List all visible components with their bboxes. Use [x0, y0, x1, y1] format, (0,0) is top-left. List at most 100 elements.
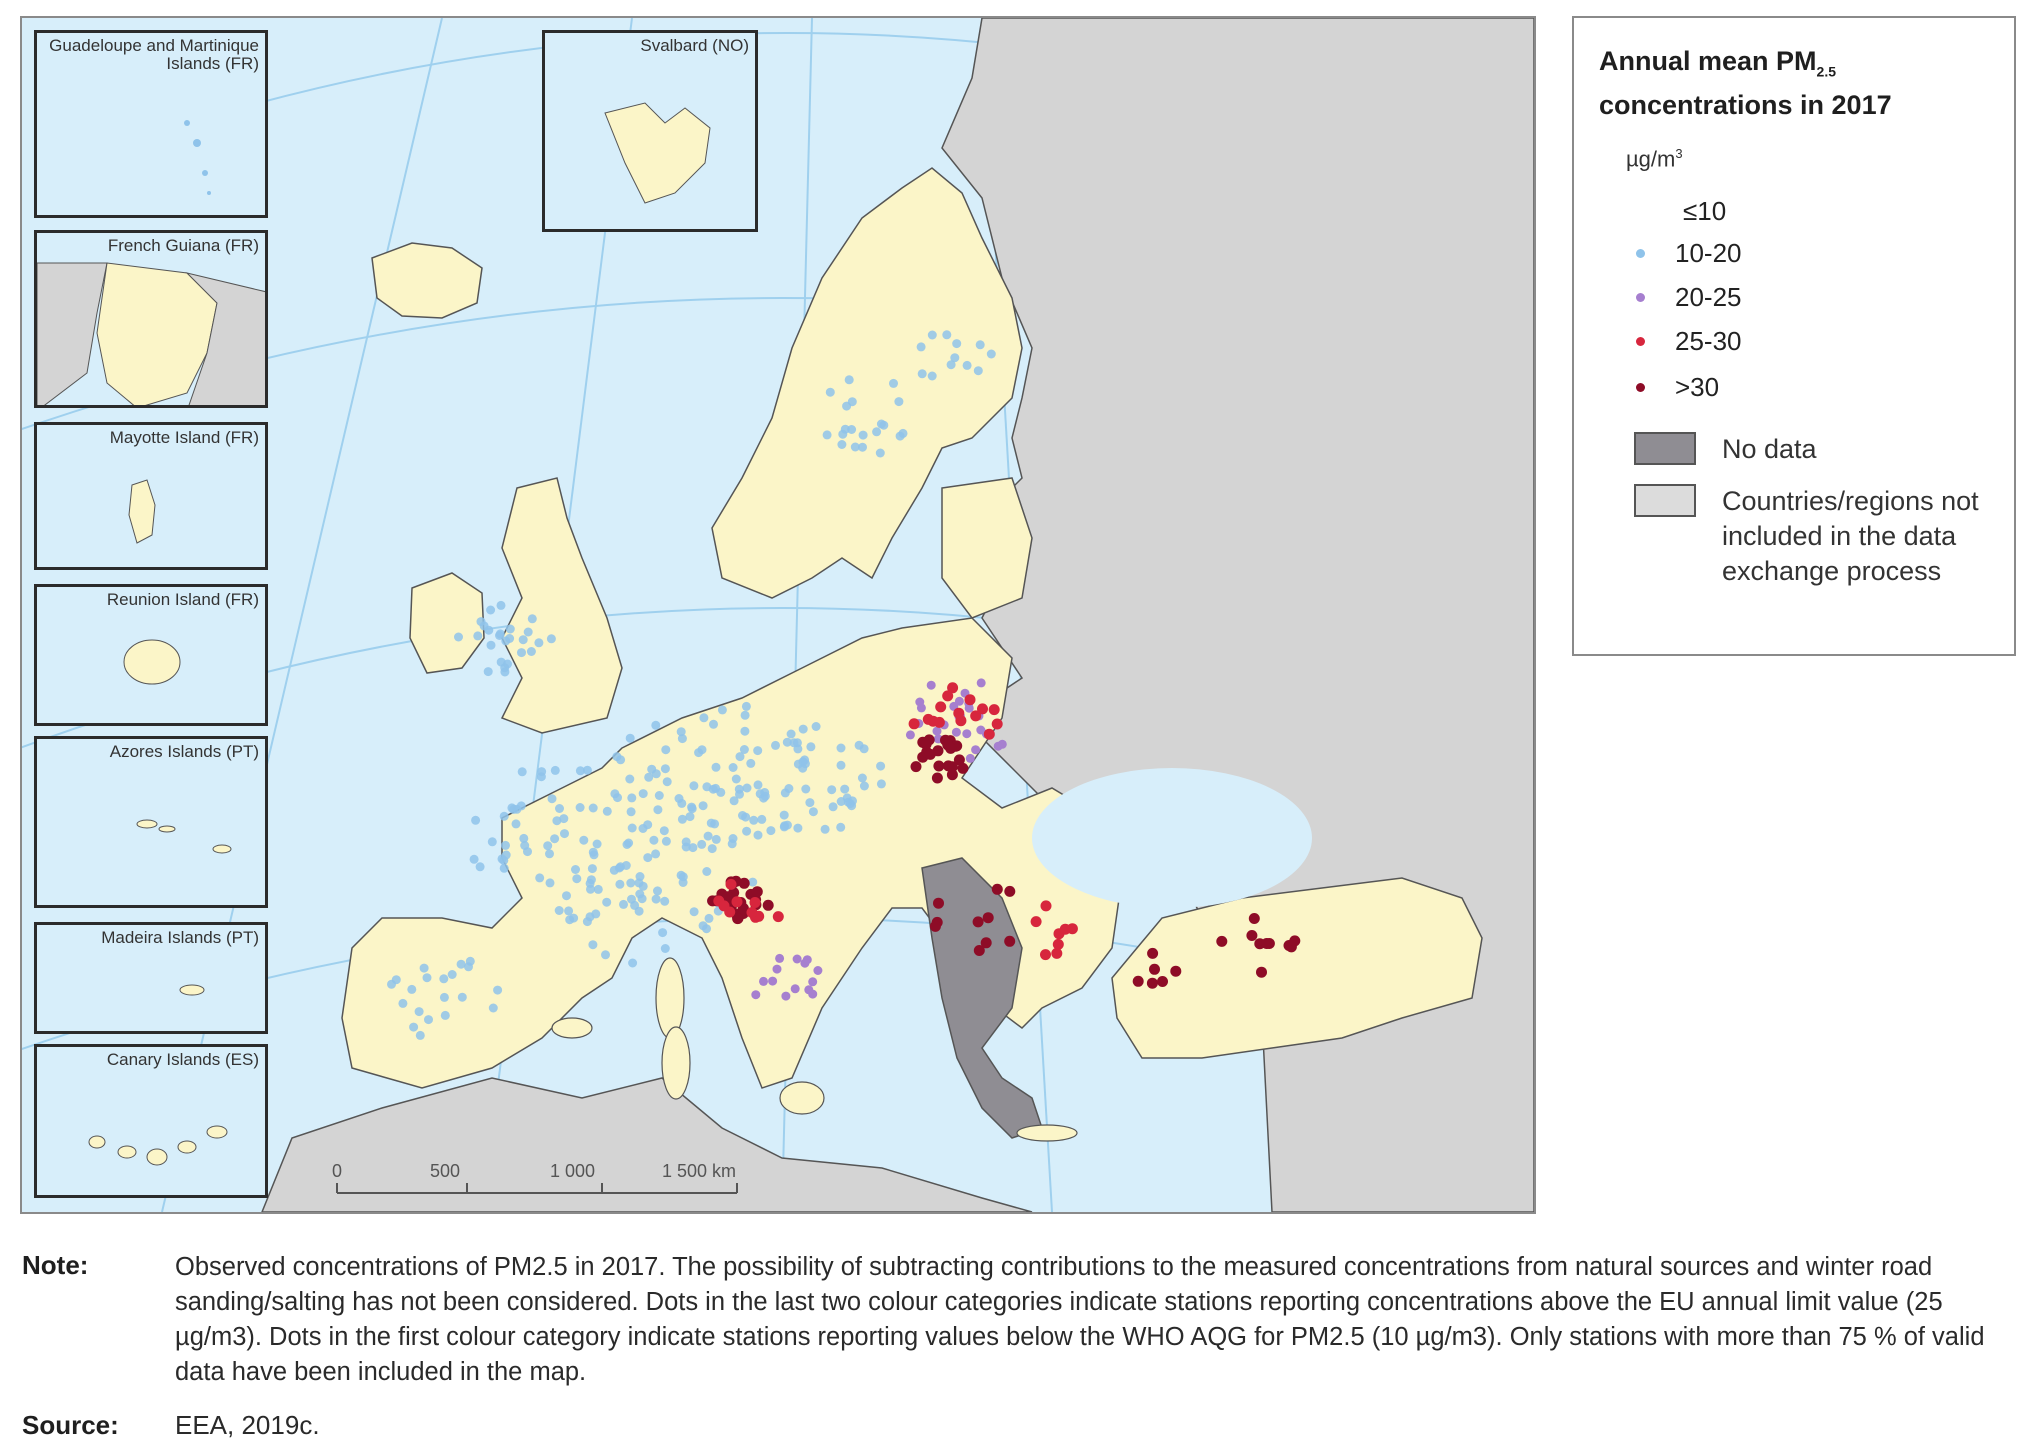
legend-class-gt30: >30: [1634, 370, 1719, 404]
legend-swatch: [1634, 484, 1696, 517]
station-dot: [612, 752, 622, 762]
station-dot: [964, 703, 974, 713]
legend-class-le10: ≤10: [1634, 194, 1726, 228]
station-dot: [409, 1022, 419, 1032]
station-dot: [661, 745, 671, 755]
station-dot: [555, 804, 564, 813]
north-africa: [261, 1077, 1033, 1212]
station-dot: [753, 830, 763, 840]
inset-label: Azores Islands (PT): [109, 742, 259, 761]
station-dot: [711, 834, 721, 844]
station-dot: [766, 826, 776, 836]
legend-class-20-25: 20-25: [1634, 280, 1742, 314]
station-dot: [586, 875, 596, 885]
station-dot: [456, 959, 466, 969]
station-dot: [546, 634, 556, 644]
station-dot: [840, 784, 850, 794]
station-dot: [698, 801, 708, 811]
station-dot: [647, 764, 657, 774]
scale-label-500: 500: [430, 1161, 461, 1181]
station-dot: [593, 884, 603, 894]
legend-not-included: Countries/regions not included in the da…: [1634, 484, 1992, 589]
station-dot: [615, 879, 625, 889]
station-dot: [965, 753, 975, 763]
station-dot: [927, 371, 937, 381]
station-dot: [487, 837, 497, 847]
station-dot: [601, 950, 610, 960]
station-dot: [550, 834, 560, 844]
station-dot: [827, 785, 837, 795]
iceland: [371, 242, 483, 319]
station-dot: [658, 928, 668, 938]
legend-dot: [1636, 248, 1645, 258]
station-dot: [808, 807, 818, 817]
inset-islands: [184, 120, 211, 195]
station-dot: [627, 894, 636, 904]
station-dot: [836, 797, 846, 806]
station-dot: [779, 810, 789, 820]
station-dot: [842, 401, 852, 411]
station-dot: [946, 769, 958, 781]
station-dot: [703, 831, 713, 841]
station-dot: [876, 779, 886, 789]
reunion-inset: Reunion Island (FR): [34, 584, 268, 726]
station-dot: [457, 992, 467, 1002]
scale-bar: [336, 1183, 738, 1194]
station-dot: [505, 624, 515, 634]
station-dot: [993, 741, 1003, 751]
station-dot: [1132, 975, 1144, 987]
station-dot: [894, 397, 904, 407]
station-dot: [973, 366, 983, 376]
station-dot: [469, 854, 479, 864]
station-dot: [1216, 935, 1228, 947]
station-dot: [800, 755, 810, 765]
station-dot: [950, 353, 960, 363]
station-dot: [440, 1010, 450, 1020]
station-dot: [681, 842, 691, 852]
station-dot: [579, 835, 589, 845]
station-dot: [1052, 938, 1064, 950]
legend-unit-main: µg/m: [1626, 146, 1676, 172]
station-dot: [651, 849, 661, 859]
canary-inset: Canary Islands (ES): [34, 1044, 268, 1198]
station-dot: [793, 823, 803, 833]
mayotte-land: [128, 479, 156, 544]
station-dot: [932, 726, 942, 736]
station-dot: [678, 878, 688, 887]
station-dot: [627, 793, 637, 803]
mayotte-inset: Mayotte Island (FR): [34, 422, 268, 570]
station-dot: [638, 881, 648, 891]
station-dot: [946, 360, 956, 370]
station-dot: [748, 877, 758, 887]
station-dot: [725, 878, 737, 890]
station-dot: [962, 729, 972, 739]
station-dot: [635, 889, 645, 899]
station-dot: [572, 874, 582, 884]
station-dot: [702, 782, 712, 792]
station-dot: [676, 727, 686, 737]
station-dot: [660, 764, 670, 774]
great-britain: [500, 477, 623, 734]
station-dot: [781, 991, 791, 1001]
station-dot: [927, 330, 937, 340]
station-dot: [422, 973, 432, 983]
scandinavia: [711, 167, 1023, 599]
station-dot: [447, 970, 457, 979]
station-dot: [772, 964, 782, 974]
station-dot: [488, 1003, 498, 1013]
station-dot: [813, 966, 823, 975]
station-dot: [454, 632, 463, 642]
station-dot: [836, 760, 846, 770]
station-dot: [476, 617, 486, 627]
station-dot: [687, 804, 697, 814]
station-dot: [931, 772, 943, 784]
station-dot: [970, 710, 982, 722]
station-dot: [1030, 916, 1042, 928]
reunion-land: [123, 639, 181, 685]
station-dot: [828, 802, 838, 812]
legend-dot: [1636, 292, 1645, 302]
legend-class-label: 20-25: [1675, 281, 1742, 312]
source-text: EEA, 2019c.: [175, 1410, 320, 1440]
station-dot: [735, 789, 744, 799]
station-dot: [704, 913, 714, 923]
